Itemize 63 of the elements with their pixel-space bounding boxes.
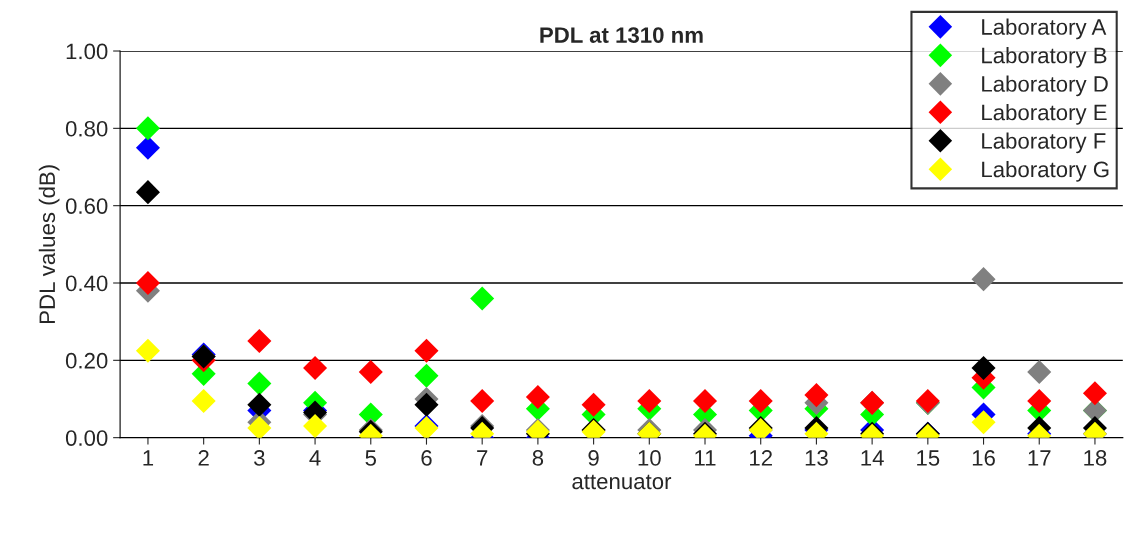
legend-label: Laboratory F (982, 132, 1106, 154)
point (637, 388, 662, 413)
legend-label: Laboratory G (982, 160, 1109, 182)
point (1027, 388, 1052, 413)
point (804, 383, 829, 408)
point (135, 338, 160, 363)
point (358, 359, 383, 384)
x-tick-label: 18 (1084, 450, 1107, 466)
x-tick-label: 4 (309, 450, 321, 466)
chart-title: PDL at 1310 nm (540, 27, 703, 43)
point (414, 338, 439, 363)
point (971, 356, 996, 381)
y-tick-label: 0.00 (65, 430, 108, 446)
point (191, 388, 216, 413)
point (135, 270, 160, 296)
x-tick-label: 10 (638, 450, 661, 466)
x-tick-label: 7 (477, 450, 488, 466)
x-tick-label: 16 (972, 450, 995, 466)
point (247, 328, 272, 354)
point (748, 388, 773, 413)
point (303, 414, 328, 438)
y-tick-label: 0.40 (65, 275, 108, 292)
x-tick-label: 9 (588, 450, 599, 466)
x-axis-title: attenuator (572, 474, 672, 490)
point (135, 135, 160, 160)
point (414, 392, 439, 417)
point (1082, 381, 1107, 406)
y-axis-title: PDL values (dB) (38, 165, 60, 323)
y-tick-label: 0.60 (65, 198, 108, 214)
point (414, 363, 439, 388)
point (971, 267, 996, 292)
y-tick-label: 1.00 (66, 43, 108, 60)
x-tick-label: 6 (421, 450, 432, 466)
y-tick-label: 0.80 (65, 120, 108, 137)
point (247, 392, 272, 417)
point (247, 415, 272, 438)
x-tick-label: 17 (1028, 450, 1051, 466)
point (1027, 359, 1052, 384)
point (470, 388, 495, 413)
x-tick-label: 13 (805, 450, 828, 466)
point (692, 388, 718, 413)
point (135, 116, 160, 141)
point (247, 371, 272, 396)
x-tick-label: 15 (917, 450, 940, 466)
legend-label: Laboratory B (982, 47, 1107, 68)
x-tick-label: 8 (532, 450, 544, 466)
point (303, 356, 328, 381)
point (525, 385, 550, 410)
point (135, 180, 160, 205)
x-tick-label: 5 (365, 450, 377, 466)
legend-label: Laboratory A (982, 18, 1107, 40)
x-tick-label: 2 (198, 450, 209, 466)
point (581, 392, 606, 417)
x-tick-label: 11 (695, 450, 716, 466)
x-tick-label: 3 (254, 450, 265, 466)
point (971, 410, 996, 435)
x-tick-label: 14 (861, 450, 884, 466)
y-tick-label: 0.20 (65, 352, 108, 369)
point (470, 286, 495, 311)
legend-label: Laboratory D (982, 75, 1108, 97)
x-tick-label: 12 (750, 450, 772, 466)
legend-label: Laboratory E (982, 104, 1107, 125)
x-tick-label: 1 (143, 450, 154, 466)
